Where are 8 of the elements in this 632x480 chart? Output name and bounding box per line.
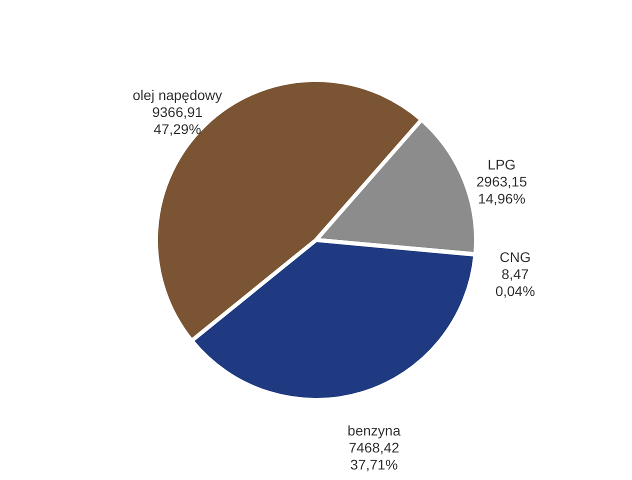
data-label: 9366,91 47,29% (152, 104, 203, 137)
slice-label: LPG (488, 156, 516, 173)
slice-label: olej napędowy (132, 86, 222, 103)
slice-label: benzyna (348, 422, 401, 438)
data-label: 7468,42 37,71% (348, 439, 400, 472)
data-label: 8,47 0,04% (495, 266, 536, 300)
data-label: 2963,15 14,96% (476, 174, 528, 207)
slice-label: CNG (500, 249, 531, 266)
